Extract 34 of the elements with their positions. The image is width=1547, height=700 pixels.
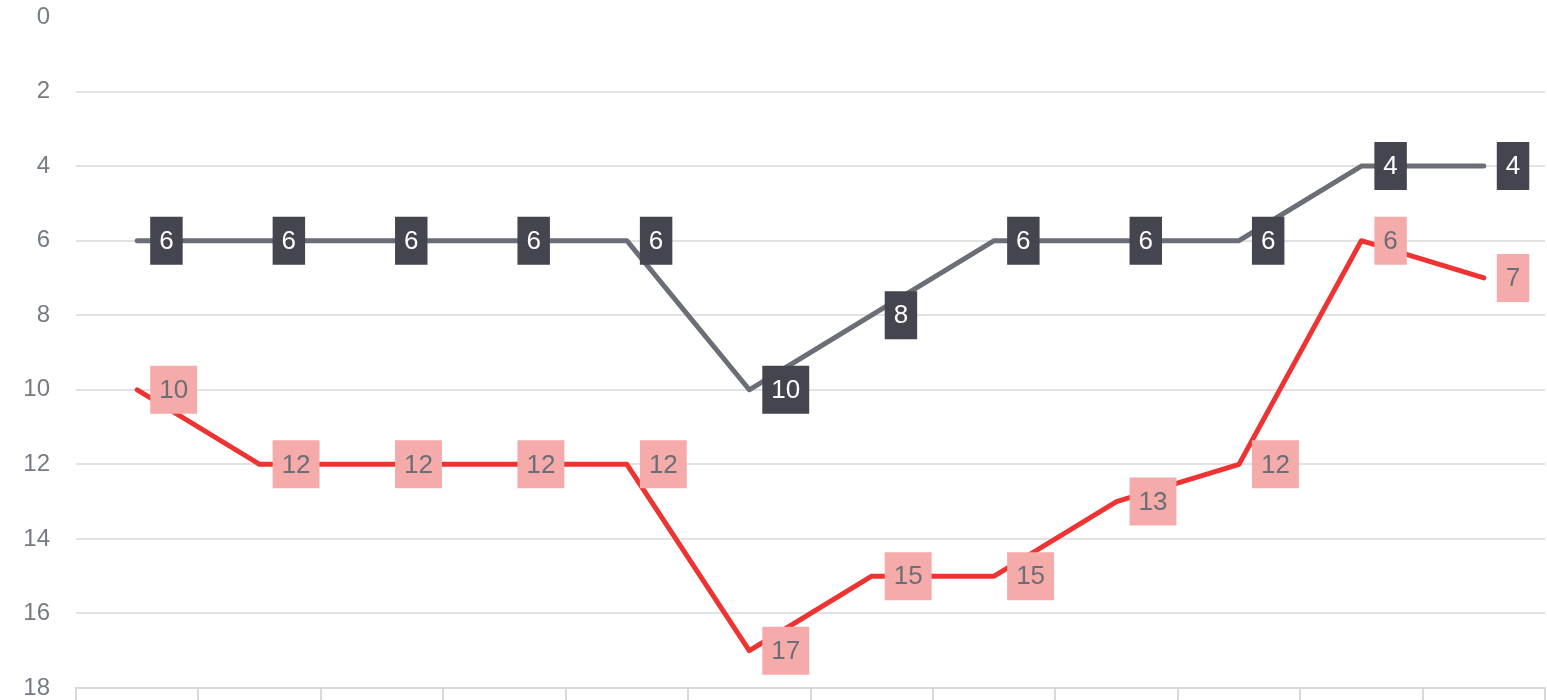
data-label: 12 — [281, 448, 311, 479]
data-label: 8 — [893, 299, 909, 330]
data-label: 7 — [1505, 262, 1521, 293]
data-label: 4 — [1383, 150, 1398, 181]
y-tick-label: 0 — [36, 1, 50, 29]
data-label: 4 — [1505, 150, 1521, 181]
data-label: 6 — [1016, 224, 1031, 255]
data-label: 10 — [771, 373, 801, 404]
y-tick-label: 16 — [23, 598, 50, 626]
y-tick-label: 14 — [23, 523, 50, 551]
data-label: 6 — [1260, 224, 1276, 255]
data-label: 6 — [526, 224, 541, 255]
data-label: 6 — [281, 224, 297, 255]
y-tick-label: 18 — [23, 672, 50, 700]
data-label: 12 — [1260, 448, 1290, 479]
y-tick-label: 6 — [36, 225, 50, 253]
data-label: 13 — [1138, 485, 1168, 516]
y-tick-label: 4 — [36, 150, 50, 178]
data-label: 6 — [159, 224, 174, 255]
data-label: 17 — [771, 634, 801, 665]
y-tick-label: 8 — [36, 299, 50, 327]
data-label: 12 — [648, 448, 678, 479]
data-label: 10 — [159, 373, 189, 404]
data-label: 15 — [893, 560, 923, 591]
data-label: 15 — [1016, 560, 1046, 591]
data-label: 6 — [1138, 224, 1154, 255]
y-tick-label: 12 — [23, 448, 50, 476]
data-label: 6 — [404, 224, 419, 255]
data-label: 12 — [404, 448, 433, 479]
data-label: 12 — [526, 448, 556, 479]
data-label: 6 — [1383, 224, 1398, 255]
y-tick-label: 10 — [23, 374, 50, 402]
y-tick-label: 2 — [36, 76, 50, 104]
data-label: 6 — [648, 224, 664, 255]
